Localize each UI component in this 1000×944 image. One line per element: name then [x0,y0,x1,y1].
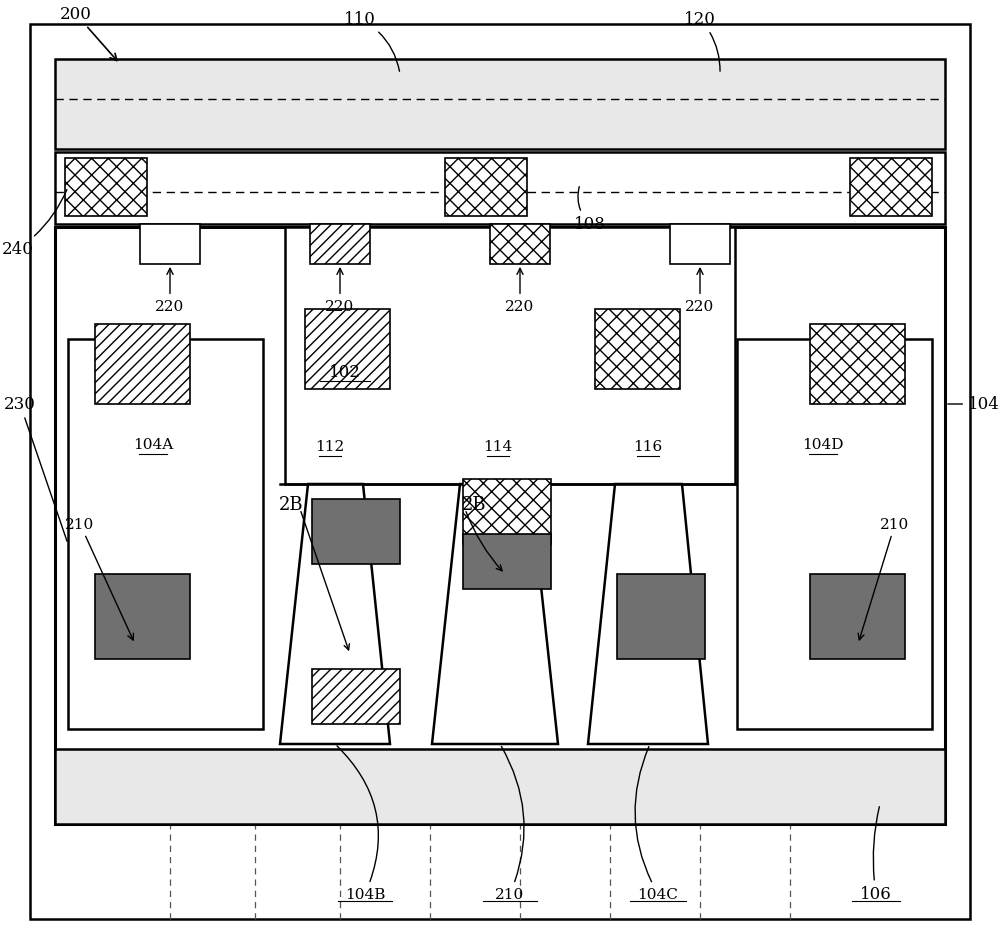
Bar [312,669,400,724]
Bar [463,480,551,545]
Text: 104C: 104C [635,747,678,901]
Bar [617,574,705,659]
Bar [490,225,550,264]
Bar [670,225,730,264]
Bar [68,340,263,729]
Text: 240: 240 [2,191,67,259]
Text: 230: 230 [4,396,67,542]
Bar [95,325,190,405]
Polygon shape [280,484,390,744]
Bar [285,228,735,484]
Bar [595,310,680,390]
Text: 104D: 104D [802,437,844,451]
Bar [312,499,400,565]
Bar [445,159,527,217]
Bar [55,228,945,824]
Bar [305,310,390,390]
Bar [55,750,945,824]
Bar [850,159,932,217]
Text: 210: 210 [495,747,525,901]
Bar [810,574,905,659]
Polygon shape [432,484,558,744]
Text: 104: 104 [948,396,1000,413]
Text: 104B: 104B [337,746,385,901]
Bar [310,225,370,264]
Bar [55,153,945,225]
Polygon shape [588,484,708,744]
Text: 200: 200 [60,7,117,61]
Text: 120: 120 [684,11,720,72]
Text: 2B: 2B [462,496,487,514]
Text: 220: 220 [685,269,715,313]
Bar [463,534,551,589]
Text: 108: 108 [574,188,606,233]
Bar [55,59,945,150]
Text: 220: 220 [325,269,355,313]
Text: 114: 114 [483,440,513,453]
Text: 112: 112 [315,440,345,453]
Text: 2B: 2B [278,496,303,514]
Text: 106: 106 [860,807,892,902]
Bar [737,340,932,729]
Text: 220: 220 [505,269,535,313]
Text: 116: 116 [633,440,663,453]
Bar [140,225,200,264]
Bar [95,574,190,659]
Text: 210: 210 [858,517,910,640]
Text: 210: 210 [65,517,133,640]
Bar [810,325,905,405]
Text: 104A: 104A [133,437,173,451]
Text: 110: 110 [344,11,400,72]
Bar [65,159,147,217]
Text: 220: 220 [155,269,185,313]
Text: 102: 102 [329,364,361,381]
